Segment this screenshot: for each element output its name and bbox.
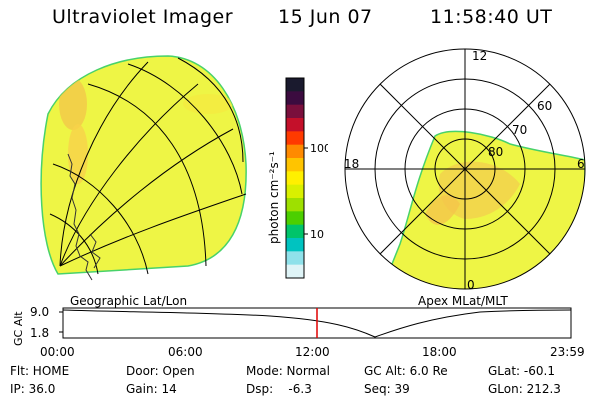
color-scale-swatch xyxy=(286,91,304,106)
date-label: 15 Jun 07 xyxy=(278,6,373,28)
color-scale-swatch xyxy=(286,131,304,146)
magnetic-caption: Apex MLat/MLT xyxy=(418,294,508,308)
color-scale-swatch xyxy=(286,158,304,172)
mlat-label-80: 80 xyxy=(488,145,503,159)
glon-status: GLon: 212.3 xyxy=(488,382,561,396)
polar-grid xyxy=(344,48,586,290)
color-scale-swatch xyxy=(286,171,304,186)
mlt-label-0: 0 xyxy=(467,278,475,292)
color-scale-tick-10: 10 xyxy=(310,228,324,241)
color-scale: 100 10 photon cm⁻²s⁻¹ xyxy=(267,77,328,279)
timeline-xtick-2359: 23:59 xyxy=(550,345,585,359)
color-scale-swatch xyxy=(286,251,304,266)
mlat-label-70: 70 xyxy=(512,123,527,137)
color-scale-swatch xyxy=(286,211,304,226)
magnetic-polar-map: 12 18 6 0 60 70 80 xyxy=(344,48,586,292)
time-label: 11:58:40 UT xyxy=(430,6,553,28)
color-scale-swatch xyxy=(286,264,304,279)
geographic-map xyxy=(40,55,247,281)
color-scale-tick-100: 100 xyxy=(310,142,328,155)
color-scale-swatch xyxy=(286,224,304,239)
color-scale-bar xyxy=(286,78,304,279)
geo-grid-lines xyxy=(49,57,247,275)
color-scale-swatch xyxy=(286,144,304,159)
color-scale-swatch xyxy=(286,184,304,199)
color-scale-swatch xyxy=(286,118,304,132)
timeline-xtick-0000: 00:00 xyxy=(40,345,75,359)
orbit-timeline: GC Alt 9.0 1.8 xyxy=(12,305,572,346)
timeline-ylabel: GC Alt xyxy=(12,311,25,346)
door-status: Door: Open xyxy=(126,364,195,378)
color-scale-swatch xyxy=(286,78,304,92)
color-scale-swatch xyxy=(286,238,304,252)
flight-status: Flt: HOME xyxy=(10,364,70,378)
color-scale-label: photon cm⁻²s⁻¹ xyxy=(267,151,281,244)
coastline xyxy=(67,153,93,281)
gc-alt-status: GC Alt: 6.0 Re xyxy=(364,364,448,378)
timeline-xtick-0600: 06:00 xyxy=(168,345,203,359)
timeline-xtick-1800: 18:00 xyxy=(422,345,457,359)
mlt-label-18: 18 xyxy=(344,157,359,171)
dsp-status: Dsp: -6.3 xyxy=(246,382,312,396)
color-scale-swatch xyxy=(286,104,304,119)
timeline-xtick-1200: 12:00 xyxy=(295,345,330,359)
ip-status: IP: 36.0 xyxy=(10,382,56,396)
glat-status: GLat: -60.1 xyxy=(488,364,555,378)
timeline-ytick-low: 1.8 xyxy=(30,326,49,340)
instrument-title: Ultraviolet Imager xyxy=(52,6,234,28)
timeline-ytick-high: 9.0 xyxy=(30,305,49,319)
color-scale-swatch xyxy=(286,198,304,212)
seq-status: Seq: 39 xyxy=(364,382,410,396)
mode-status: Mode: Normal xyxy=(246,364,330,378)
mlat-label-60: 60 xyxy=(537,99,552,113)
mlt-label-6: 6 xyxy=(577,157,585,171)
mlt-label-12: 12 xyxy=(472,49,487,63)
altitude-curve xyxy=(62,309,572,338)
gain-status: Gain: 14 xyxy=(126,382,177,396)
geographic-caption: Geographic Lat/Lon xyxy=(70,294,188,308)
